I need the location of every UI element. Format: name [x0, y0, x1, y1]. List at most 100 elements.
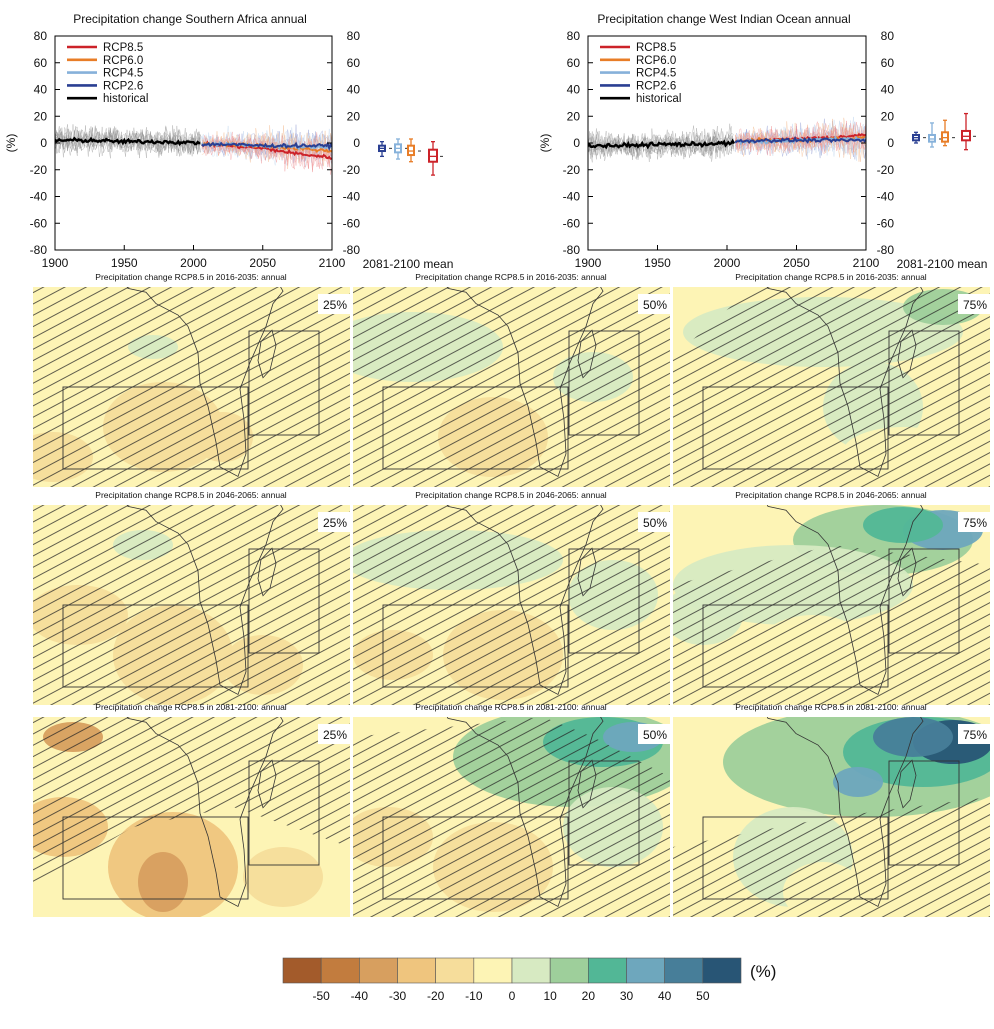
region-box-west-indian-ocean — [568, 330, 640, 436]
map-body — [353, 717, 670, 917]
boxplot-box — [961, 129, 971, 142]
x-tick-label: 2100 — [853, 256, 880, 270]
region-box-west-indian-ocean — [248, 760, 320, 866]
hatching — [673, 797, 990, 917]
x-tick-label: 1950 — [644, 256, 671, 270]
y-tick-label-right: -60 — [343, 216, 361, 230]
percentile-label: 50% — [643, 728, 667, 742]
x-tick-label: 2000 — [714, 256, 741, 270]
map-panel: Precipitation change RCP8.5 in 2016-2035… — [33, 272, 350, 487]
series-line-rcp2-6 — [201, 141, 332, 152]
percentile-label: 50% — [643, 298, 667, 312]
precip-contour — [833, 767, 883, 797]
boxplot-label: 2081-2100 mean — [897, 257, 988, 271]
y-tick-label-left: -60 — [30, 216, 48, 230]
colorbar-tick-label: 10 — [543, 989, 557, 1003]
y-tick-label-left: 60 — [567, 56, 581, 70]
historical-model-run — [588, 131, 735, 162]
y-tick-label-left: -40 — [30, 190, 48, 204]
region-box-west-indian-ocean — [888, 760, 960, 866]
plot-area — [588, 116, 866, 163]
y-tick-label-right: 0 — [353, 136, 360, 150]
region-box-west-indian-ocean — [248, 548, 320, 654]
region-box-west-indian-ocean — [568, 548, 640, 654]
region-box-west-indian-ocean — [248, 330, 320, 436]
percentile-tag-bg — [318, 512, 350, 532]
colorbar-tick-label: -10 — [465, 989, 483, 1003]
region-box-west-indian-ocean — [888, 330, 960, 436]
boxplot-box — [928, 133, 936, 143]
series-line-historical — [55, 136, 201, 147]
region-box-southern-africa — [382, 816, 569, 900]
coastline — [766, 505, 924, 696]
coastline — [126, 287, 284, 478]
x-tick-label: 2100 — [319, 256, 346, 270]
y-tick-label-left: -20 — [563, 163, 581, 177]
y-tick-label-left: 0 — [573, 136, 580, 150]
series-line-rcp2-6 — [734, 136, 866, 144]
map-title: Precipitation change RCP8.5 in 2081-2100… — [735, 702, 926, 712]
colorbar-tick-label: 0 — [509, 989, 516, 1003]
map-title: Precipitation change RCP8.5 in 2016-2035… — [735, 272, 926, 282]
plot-area — [55, 124, 332, 175]
region-box-southern-africa — [702, 386, 889, 470]
legend-label: RCP6.0 — [103, 55, 143, 67]
colorbar-swatch — [320, 957, 360, 984]
map-panel: Precipitation change RCP8.5 in 2046-2065… — [673, 490, 990, 705]
y-tick-label-left: -80 — [563, 243, 581, 257]
map-title: Precipitation change RCP8.5 in 2081-2100… — [95, 702, 286, 712]
percentile-tag-bg — [638, 512, 670, 532]
map-body — [353, 287, 670, 487]
y-tick-label-left: 60 — [34, 56, 48, 70]
map-title: Precipitation change RCP8.5 in 2016-2035… — [415, 272, 606, 282]
map-panel: Precipitation change RCP8.5 in 2081-2100… — [33, 702, 350, 917]
legend-label: RCP8.5 — [636, 42, 676, 54]
colorbar-swatch — [473, 957, 513, 984]
chart-title: Precipitation change Southern Africa ann… — [73, 12, 307, 26]
coastline-madagascar — [257, 547, 277, 597]
y-axis-label: (%) — [4, 134, 18, 153]
map-panel: Precipitation change RCP8.5 in 2016-2035… — [673, 272, 990, 487]
percentile-tag-bg — [318, 724, 350, 744]
y-tick-label-right: -20 — [877, 163, 895, 177]
colorbar-tick-label: -20 — [427, 989, 445, 1003]
y-tick-label-right: 60 — [881, 56, 895, 70]
y-tick-label-right: -40 — [877, 190, 895, 204]
region-box-southern-africa — [382, 604, 569, 688]
y-tick-label-left: 20 — [567, 109, 581, 123]
coastline-madagascar — [897, 759, 917, 809]
coastline — [446, 505, 604, 696]
precip-contour — [873, 717, 953, 757]
colorbar-swatch — [702, 957, 742, 984]
colorbar-swatch — [664, 957, 704, 984]
legend-label: RCP2.6 — [103, 80, 143, 92]
coastline — [766, 287, 924, 478]
percentile-label: 25% — [323, 728, 347, 742]
colorbar-swatch — [549, 957, 589, 984]
boxplot-label: 2081-2100 mean — [363, 257, 454, 271]
map-title: Precipitation change RCP8.5 in 2046-2065… — [415, 490, 606, 500]
map-title: Precipitation change RCP8.5 in 2046-2065… — [95, 490, 286, 500]
percentile-tag-bg — [958, 512, 990, 532]
boxplot-box — [941, 131, 949, 143]
colorbar-swatch — [435, 957, 475, 984]
map-panel: Precipitation change RCP8.5 in 2081-2100… — [353, 702, 670, 917]
map-body — [33, 505, 350, 705]
map-grid: Precipitation change RCP8.5 in 2016-2035… — [33, 272, 990, 917]
y-tick-label-left: 40 — [34, 83, 48, 97]
colorbar: (%) -50 -40 -30 -20 -10 0 10 20 30 40 50 — [282, 957, 776, 1003]
coastline-madagascar — [577, 547, 597, 597]
y-tick-label-left: -40 — [563, 190, 581, 204]
x-tick-label: 2050 — [783, 256, 810, 270]
map-title: Precipitation change RCP8.5 in 2081-2100… — [415, 702, 606, 712]
percentile-label: 75% — [963, 516, 987, 530]
series-line-historical — [588, 138, 736, 150]
y-tick-label-right: -40 — [343, 190, 361, 204]
colorbar-swatch — [626, 957, 665, 984]
colorbar-tick-label: 50 — [696, 989, 710, 1003]
coastline-madagascar — [897, 329, 917, 379]
map-body — [353, 505, 670, 705]
hatching — [33, 717, 350, 887]
y-tick-label-right: 20 — [347, 109, 361, 123]
